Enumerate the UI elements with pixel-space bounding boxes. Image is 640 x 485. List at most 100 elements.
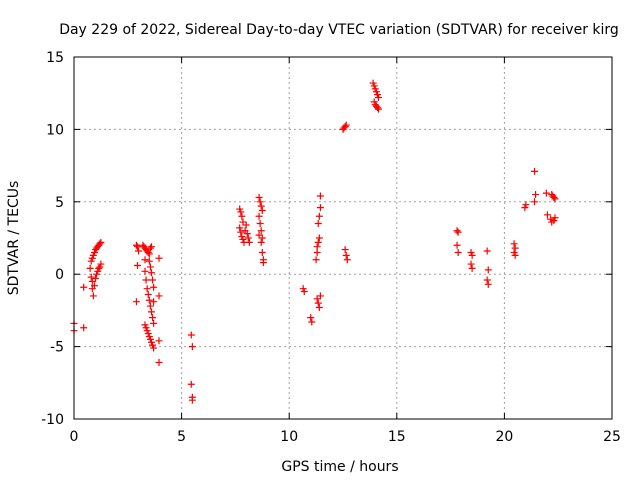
data-point-marker (315, 212, 323, 220)
data-point-marker (142, 276, 150, 284)
data-point-marker (149, 276, 157, 284)
data-point-marker (484, 280, 492, 288)
data-point-marker (155, 337, 163, 345)
chart-title: Day 229 of 2022, Sidereal Day-to-day VTE… (59, 22, 619, 38)
data-point-marker (341, 123, 349, 131)
data-point-marker (187, 380, 195, 388)
data-point-marker (468, 251, 476, 259)
data-point-marker (258, 248, 266, 256)
data-point-marker (522, 201, 530, 209)
data-point-marker (375, 94, 383, 102)
data-point-marker (87, 273, 95, 281)
data-point-marker (144, 248, 152, 256)
data-point-marker (316, 192, 324, 200)
data-point-marker (551, 214, 559, 222)
data-point-marker (155, 292, 163, 300)
data-point-marker (542, 189, 550, 197)
data-point-marker (343, 256, 351, 264)
data-point-marker (150, 319, 158, 327)
x-tick-label: 20 (495, 429, 513, 445)
data-point-marker (237, 208, 245, 216)
x-tick-label: 0 (70, 429, 79, 445)
data-point-marker (150, 344, 158, 352)
data-point-marker (483, 247, 491, 255)
data-point-marker (467, 260, 475, 268)
data-point-marker (308, 318, 316, 326)
data-point-marker (145, 250, 153, 258)
data-point-marker (96, 240, 104, 248)
data-point-marker (149, 314, 157, 322)
data-point-marker (243, 230, 251, 238)
data-point-marker (133, 262, 141, 270)
data-point-marker (300, 288, 308, 296)
data-point-marker (92, 275, 100, 283)
data-point-marker (454, 228, 462, 236)
data-point-marker (315, 234, 323, 242)
data-point-marker (551, 195, 559, 203)
data-point-marker (144, 290, 152, 298)
data-point-marker (146, 302, 154, 310)
data-point-marker (314, 238, 322, 246)
y-tick-label: 5 (55, 195, 64, 211)
data-point-marker (313, 243, 321, 251)
data-point-marker (255, 212, 263, 220)
x-tick-label: 10 (280, 429, 298, 445)
data-point-marker (187, 331, 195, 339)
data-point-marker (95, 264, 103, 272)
y-tick-label: 10 (46, 122, 64, 138)
data-point-marker (141, 256, 149, 264)
y-tick-label: 0 (55, 267, 64, 283)
data-point-marker (133, 243, 141, 251)
data-point-marker (510, 240, 518, 248)
data-point-marker (146, 244, 154, 252)
data-point-marker (145, 296, 153, 304)
data-point-marker (80, 283, 88, 291)
data-point-marker (314, 220, 322, 228)
data-point-marker (86, 264, 94, 272)
data-point-marker (315, 304, 323, 312)
data-point-marker (242, 221, 250, 229)
data-point-marker (511, 244, 519, 252)
data-points (70, 79, 559, 404)
data-point-marker (257, 238, 265, 246)
data-point-marker (132, 298, 140, 306)
data-point-marker (341, 246, 349, 254)
data-point-marker (453, 241, 461, 249)
plot-frame (73, 56, 613, 420)
data-point-marker (259, 259, 267, 267)
data-point-marker (314, 299, 322, 307)
data-point-marker (89, 292, 97, 300)
data-point-marker (307, 314, 315, 322)
data-point-marker (484, 266, 492, 274)
data-point-marker (155, 359, 163, 367)
data-point-marker (342, 251, 350, 259)
data-point-marker (550, 193, 558, 201)
data-point-marker (532, 191, 540, 199)
data-point-marker (97, 260, 105, 268)
data-point-marker (236, 224, 244, 232)
data-point-marker (237, 228, 245, 236)
data-point-marker (245, 238, 253, 246)
data-point-marker (150, 283, 158, 291)
data-point-marker (146, 263, 154, 271)
data-point-marker (135, 247, 143, 255)
data-point-marker (316, 204, 324, 212)
data-point-marker (97, 238, 105, 246)
data-point-marker (483, 276, 491, 284)
data-point-marker (454, 248, 462, 256)
axis-ticks: 0 5 10 15 20 25 -10 -5 0 5 10 15 (41, 50, 621, 445)
y-tick-label: 15 (46, 50, 64, 66)
y-tick-label: -10 (41, 412, 64, 428)
data-point-marker (150, 298, 158, 306)
data-point-marker (132, 241, 140, 249)
x-tick-label: 5 (177, 429, 186, 445)
data-point-marker (257, 227, 265, 235)
data-point-marker (90, 282, 98, 290)
data-point-marker (147, 308, 155, 316)
data-point-marker (255, 231, 263, 239)
data-point-marker (256, 198, 264, 206)
data-point-marker (238, 212, 246, 220)
data-point-marker (373, 104, 381, 112)
